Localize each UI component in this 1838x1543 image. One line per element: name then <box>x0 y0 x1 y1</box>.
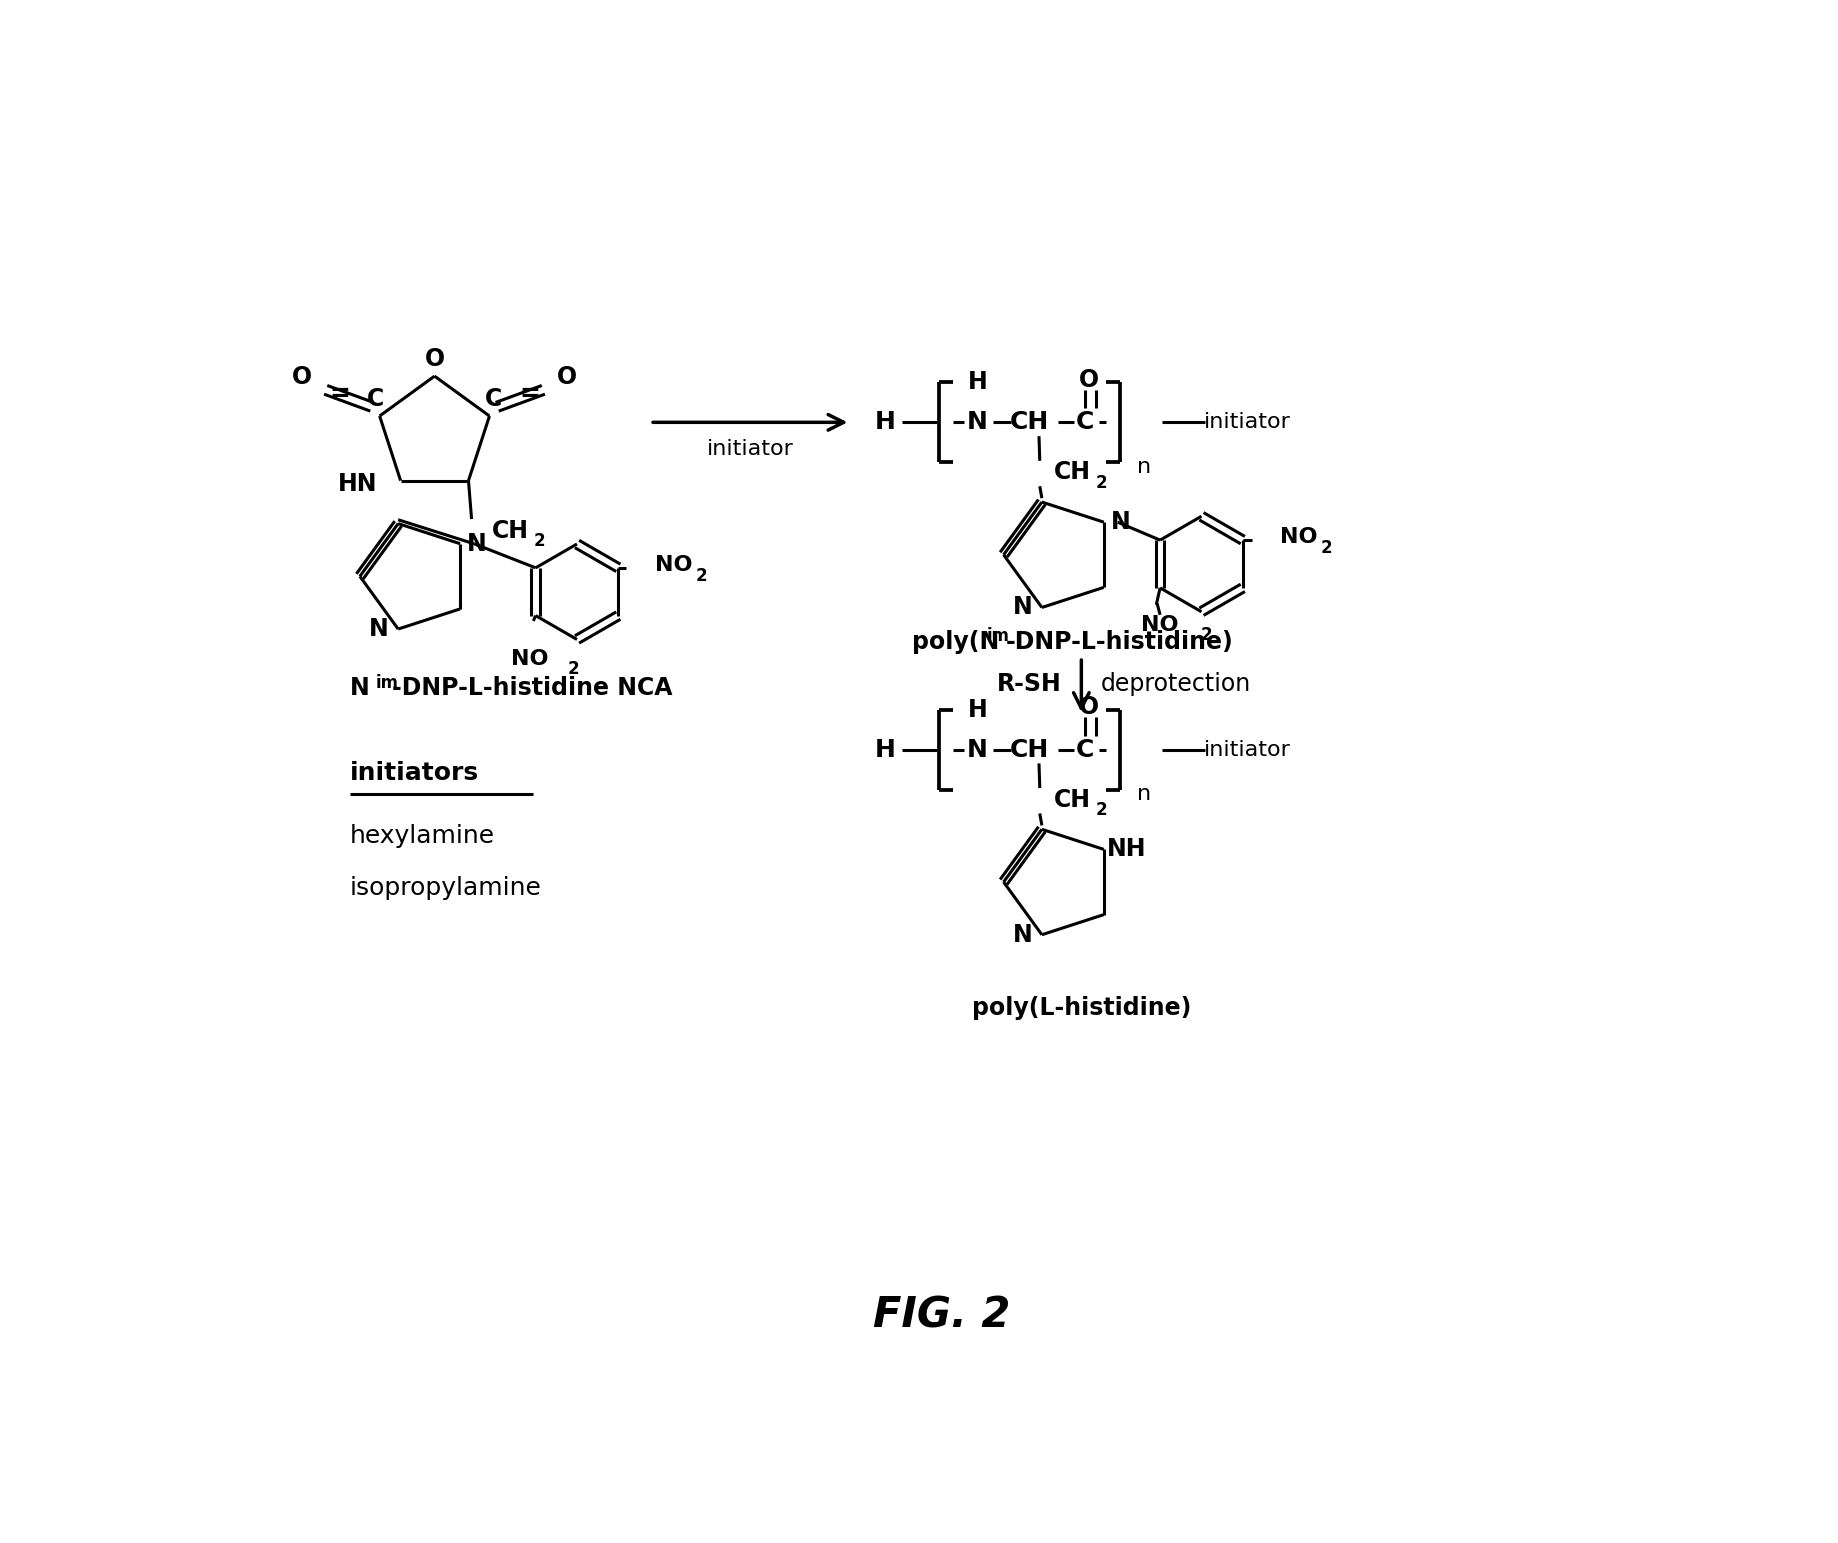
Text: C: C <box>485 387 502 410</box>
Text: initiators: initiators <box>349 761 480 785</box>
Text: H: H <box>967 697 987 722</box>
Text: NO: NO <box>1141 614 1178 634</box>
Text: =: = <box>329 383 349 406</box>
Text: poly(L-histidine): poly(L-histidine) <box>972 995 1191 1020</box>
Text: =: = <box>518 383 540 406</box>
Text: H: H <box>875 410 895 434</box>
Text: O: O <box>292 364 312 389</box>
Text: FIG. 2: FIG. 2 <box>873 1295 1011 1336</box>
Text: C: C <box>1075 738 1094 762</box>
Text: CH: CH <box>1011 410 1049 434</box>
Text: n: n <box>1136 784 1151 804</box>
Text: N: N <box>1013 596 1033 619</box>
Text: CH: CH <box>491 518 529 543</box>
Text: im: im <box>987 628 1009 645</box>
Text: N: N <box>349 676 369 701</box>
Text: O: O <box>1079 367 1099 392</box>
Text: N: N <box>967 738 987 762</box>
Text: 2: 2 <box>1320 539 1333 557</box>
Text: deprotection: deprotection <box>1101 673 1252 696</box>
Text: CH: CH <box>1053 787 1090 812</box>
Text: O: O <box>425 347 445 372</box>
Text: O: O <box>557 364 577 389</box>
Text: R-SH: R-SH <box>998 673 1062 696</box>
Text: 2: 2 <box>533 532 544 551</box>
Text: HN: HN <box>338 472 377 497</box>
Text: CH: CH <box>1011 738 1049 762</box>
Text: 2: 2 <box>1095 801 1108 819</box>
Text: N: N <box>369 617 390 640</box>
Text: N: N <box>467 532 487 555</box>
Text: n: n <box>1136 457 1151 477</box>
Text: N: N <box>1013 923 1033 947</box>
Text: 2: 2 <box>1200 626 1211 643</box>
Text: C: C <box>1075 410 1094 434</box>
Text: 2: 2 <box>1095 474 1108 492</box>
Text: C: C <box>368 387 384 410</box>
Text: O: O <box>1079 696 1099 719</box>
Text: 2: 2 <box>568 660 579 679</box>
Text: H: H <box>875 738 895 762</box>
Text: H: H <box>967 370 987 395</box>
Text: NO: NO <box>654 555 693 576</box>
Text: initiator: initiator <box>1204 739 1290 759</box>
Text: im: im <box>375 674 399 691</box>
Text: 2: 2 <box>695 566 708 585</box>
Text: N: N <box>967 410 987 434</box>
Text: initiator: initiator <box>1204 412 1290 432</box>
Text: hexylamine: hexylamine <box>349 824 494 847</box>
Text: isopropylamine: isopropylamine <box>349 876 542 900</box>
Text: NH: NH <box>1106 838 1147 861</box>
Text: NO: NO <box>1279 528 1318 548</box>
Text: poly(N: poly(N <box>912 630 1000 654</box>
Text: -DNP-L-histidine): -DNP-L-histidine) <box>1005 630 1233 654</box>
Text: initiator: initiator <box>708 440 794 460</box>
Text: CH: CH <box>1053 460 1090 485</box>
Text: NO: NO <box>511 650 548 670</box>
Text: N: N <box>1110 511 1130 534</box>
Text: -DNP-L-histidine NCA: -DNP-L-histidine NCA <box>391 676 673 701</box>
